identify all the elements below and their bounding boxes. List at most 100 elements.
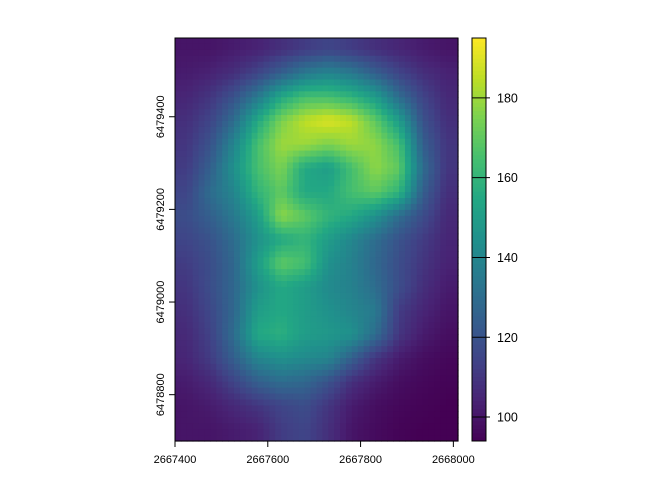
raster-cell xyxy=(186,346,194,353)
raster-cell xyxy=(410,73,418,81)
raster-cell xyxy=(175,369,182,377)
raster-cell xyxy=(316,38,323,45)
raster-cell xyxy=(269,138,276,146)
raster-cell xyxy=(328,156,335,164)
raster-cell xyxy=(287,132,294,140)
raster-cell xyxy=(363,304,371,312)
raster-cell xyxy=(216,435,223,442)
raster-cell xyxy=(416,263,424,270)
raster-cell xyxy=(428,120,436,128)
raster-cell xyxy=(387,304,394,312)
raster-cell xyxy=(239,263,247,270)
raster-cell xyxy=(281,227,288,235)
raster-cell xyxy=(228,115,235,122)
raster-cell xyxy=(257,269,265,276)
raster-cell xyxy=(281,61,288,69)
raster-cell xyxy=(340,263,347,270)
raster-cell xyxy=(192,375,200,383)
raster-cell xyxy=(410,275,418,282)
raster-cell xyxy=(239,144,247,152)
raster-cell xyxy=(393,43,400,51)
raster-cell xyxy=(298,346,306,353)
raster-cell xyxy=(434,417,441,424)
raster-cell xyxy=(446,115,453,122)
raster-cell xyxy=(292,346,300,353)
raster-cell xyxy=(440,328,447,335)
raster-cell xyxy=(304,38,312,45)
raster-cell xyxy=(228,186,235,193)
raster-cell xyxy=(363,73,371,81)
raster-cell xyxy=(422,38,430,45)
raster-cell xyxy=(180,73,188,81)
raster-cell xyxy=(175,115,182,122)
raster-cell xyxy=(334,423,341,430)
colorbar-segment xyxy=(472,267,486,273)
raster-cell xyxy=(422,215,430,223)
raster-cell xyxy=(357,227,365,235)
colorbar-segment xyxy=(472,191,486,196)
raster-cell xyxy=(416,198,424,205)
raster-cell xyxy=(228,245,235,252)
raster-cell xyxy=(245,363,253,371)
raster-cell xyxy=(369,245,377,252)
raster-cell xyxy=(263,198,270,205)
raster-cell xyxy=(452,97,459,104)
raster-cell xyxy=(269,405,276,412)
raster-cell xyxy=(228,405,235,412)
raster-cell xyxy=(340,162,347,169)
raster-cell xyxy=(222,358,229,365)
raster-cell xyxy=(410,304,418,312)
raster-cell xyxy=(186,334,194,341)
raster-cell xyxy=(345,316,353,324)
raster-cell xyxy=(422,417,430,424)
raster-cell xyxy=(428,334,436,341)
raster-cell xyxy=(192,358,200,365)
colorbar-segment xyxy=(472,207,486,212)
raster-cell xyxy=(340,156,347,164)
raster-cell xyxy=(292,310,300,318)
raster-cell xyxy=(434,369,441,377)
raster-cell xyxy=(316,162,323,169)
raster-cell xyxy=(328,91,335,98)
raster-cell xyxy=(228,334,235,341)
raster-cell xyxy=(440,269,447,276)
raster-cell xyxy=(228,233,235,241)
raster-cell xyxy=(381,132,388,140)
raster-cell xyxy=(186,38,194,45)
raster-cell xyxy=(428,132,436,140)
raster-cell xyxy=(210,387,217,395)
raster-cell xyxy=(216,43,223,51)
raster-cell xyxy=(269,55,276,63)
raster-cell xyxy=(292,233,300,241)
raster-cell xyxy=(357,292,365,300)
colorbar-segment xyxy=(472,82,486,87)
raster-cell xyxy=(334,358,341,365)
raster-cell xyxy=(446,168,453,175)
raster-cell xyxy=(180,203,188,211)
raster-cell xyxy=(180,97,188,104)
raster-cell xyxy=(222,67,229,75)
raster-cell xyxy=(310,399,318,407)
raster-cell xyxy=(404,43,412,51)
raster-cell xyxy=(404,233,412,241)
raster-cell xyxy=(175,399,182,407)
raster-cell xyxy=(345,61,353,69)
raster-cell xyxy=(239,180,247,187)
colorbar-segment xyxy=(472,58,486,63)
raster-cell xyxy=(263,103,270,110)
raster-cell xyxy=(369,358,377,365)
raster-cell xyxy=(410,132,418,140)
raster-cell xyxy=(404,168,412,175)
raster-cell xyxy=(393,67,400,75)
raster-cell xyxy=(399,144,406,152)
raster-cell xyxy=(245,286,253,294)
raster-cell xyxy=(304,381,312,389)
raster-cell xyxy=(186,150,194,158)
raster-cell xyxy=(298,429,306,436)
raster-cell xyxy=(416,49,424,57)
raster-cell xyxy=(322,298,329,306)
raster-cell xyxy=(357,435,365,442)
raster-cell xyxy=(180,286,188,294)
raster-cell xyxy=(422,429,430,436)
raster-cell xyxy=(216,310,223,318)
